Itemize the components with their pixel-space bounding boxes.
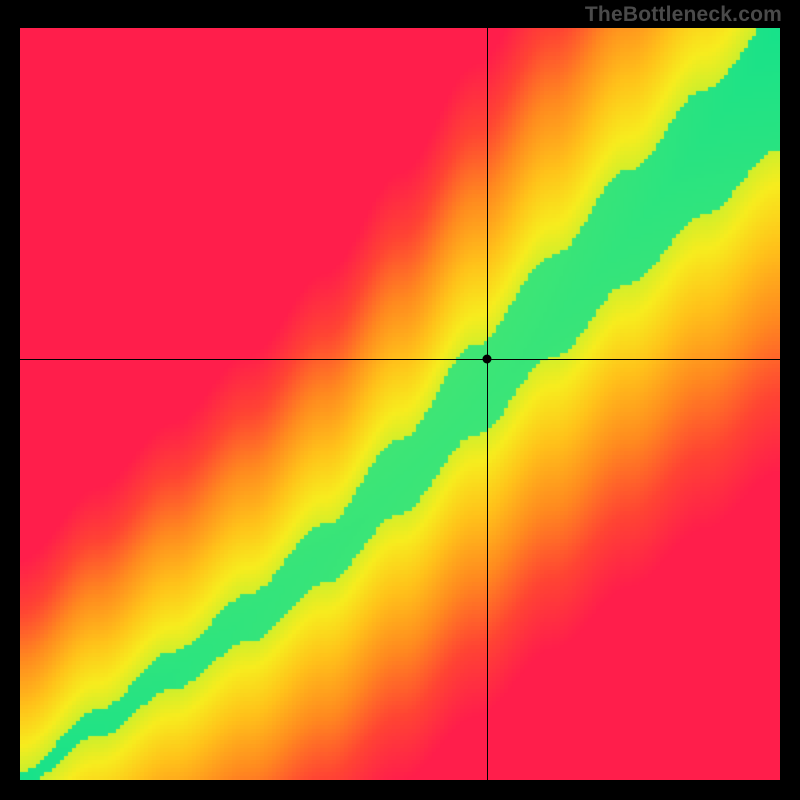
plot-area <box>20 28 780 780</box>
watermark-text: TheBottleneck.com <box>585 3 782 27</box>
crosshair-vertical <box>487 28 488 780</box>
chart-container: TheBottleneck.com <box>0 0 800 800</box>
crosshair-horizontal <box>20 359 780 360</box>
heatmap-canvas <box>20 28 780 780</box>
marker-point <box>483 354 492 363</box>
